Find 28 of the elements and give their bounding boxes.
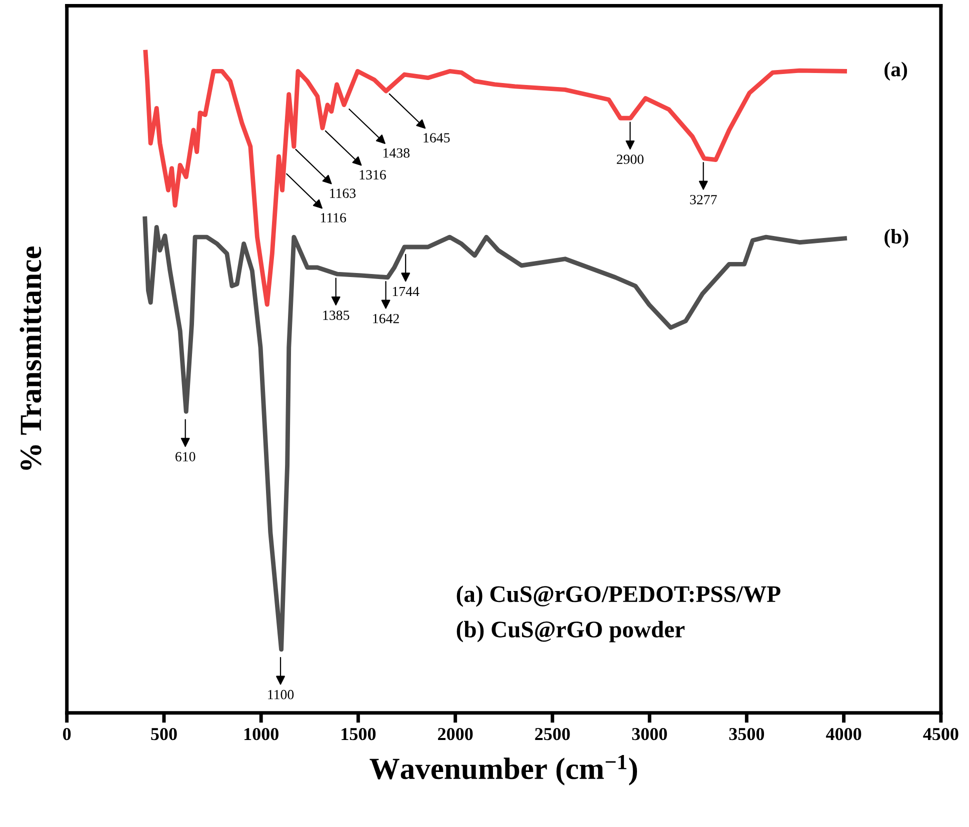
annotation: 1100 bbox=[268, 690, 294, 700]
annotation: 1642 bbox=[373, 314, 399, 324]
x-tick-label: 1500 bbox=[342, 728, 376, 740]
annotation: 1438 bbox=[384, 148, 410, 158]
annotation: 1163 bbox=[330, 188, 356, 198]
x-tick-label: 0 bbox=[63, 728, 71, 740]
x-tick-label: 3500 bbox=[729, 728, 764, 740]
annotation: 1316 bbox=[360, 170, 386, 180]
series-label: (b) bbox=[884, 228, 908, 248]
x-axis-title: Wavenumber (cm$^{−1}$) bbox=[370, 754, 638, 786]
annotation: 1116 bbox=[320, 213, 346, 222]
y-axis-title: % Transmittance bbox=[20, 246, 42, 470]
annotation: 2900 bbox=[616, 154, 644, 164]
x-tick-label: 500 bbox=[151, 728, 177, 740]
annotation: (b) CuS@rGO powder bbox=[456, 620, 685, 642]
x-tick-label: 1000 bbox=[244, 728, 278, 740]
x-tick-label: 4000 bbox=[826, 728, 862, 740]
x-tick-label: 4500 bbox=[923, 728, 958, 740]
series-label: (a) bbox=[884, 62, 908, 81]
annotation: (a) CuS@rGO/PEDOT:PSS/WP bbox=[456, 586, 780, 607]
annotation: 1744 bbox=[392, 286, 420, 296]
x-tick-label: 2000 bbox=[438, 728, 473, 740]
x-tick-label: 2500 bbox=[535, 728, 570, 740]
annotation: 610 bbox=[176, 452, 196, 462]
x-tick-label: 3000 bbox=[632, 728, 667, 740]
annotation: 3277 bbox=[690, 194, 717, 204]
annotation: 1645 bbox=[424, 133, 450, 142]
annotation: 1385 bbox=[323, 310, 350, 320]
